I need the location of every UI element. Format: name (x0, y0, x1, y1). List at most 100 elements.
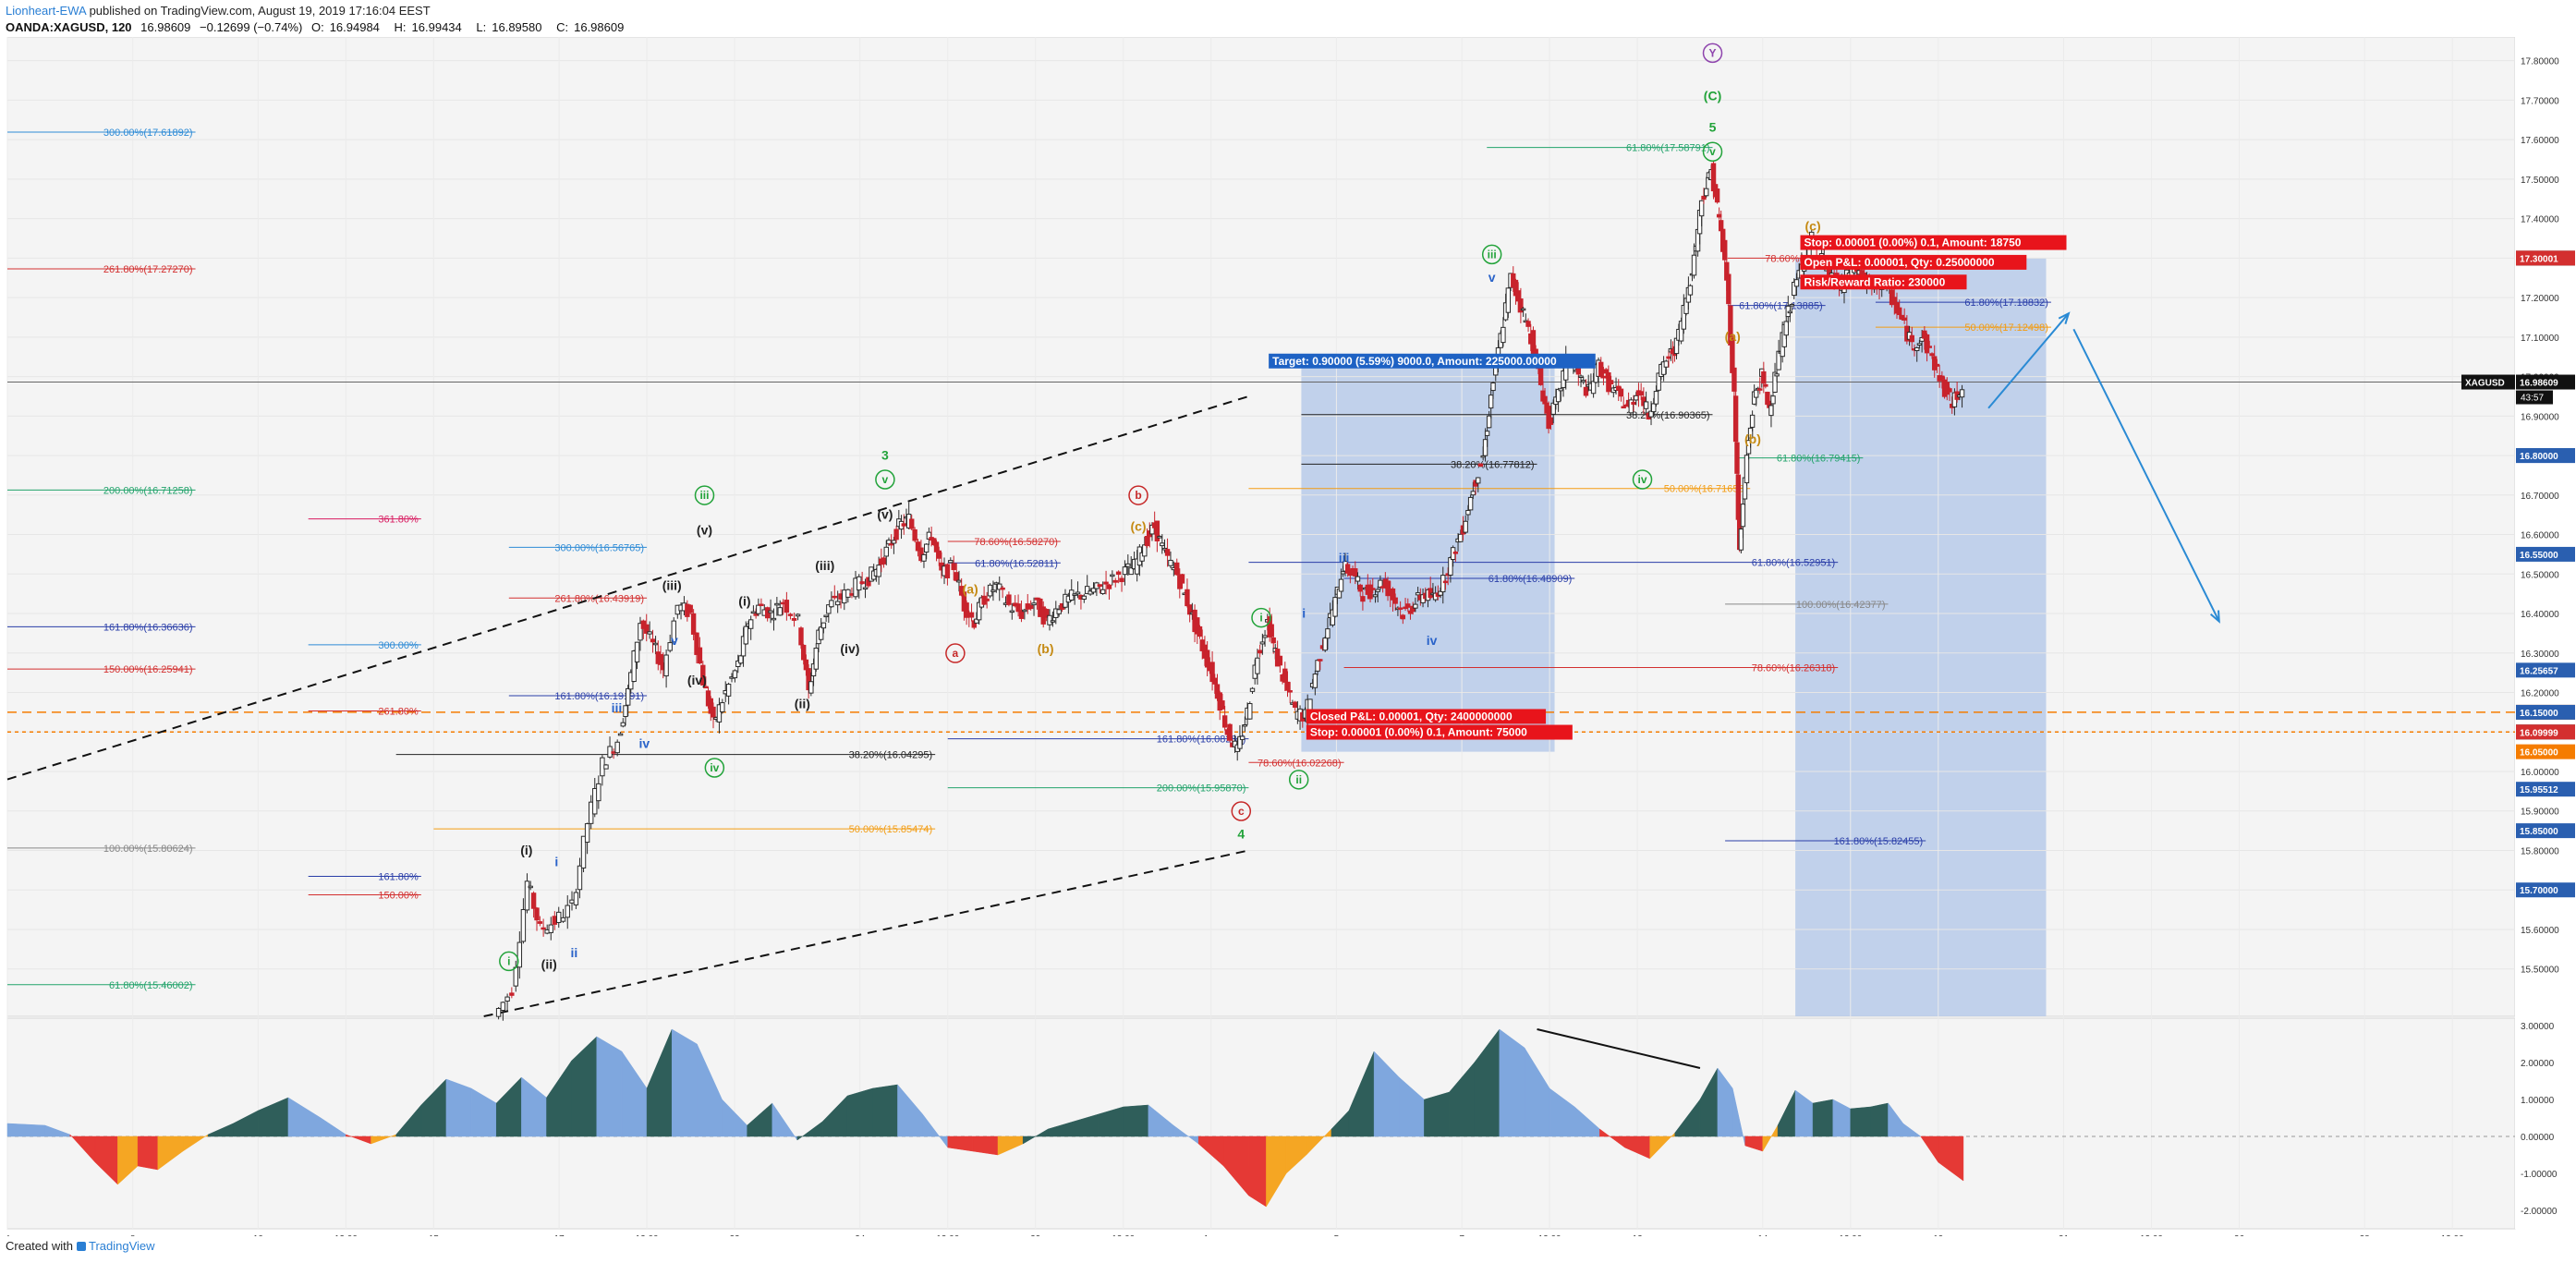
wave-circle (704, 758, 725, 778)
candle-body (1939, 375, 1945, 380)
price-badge-text: 16.55000 (2520, 551, 2558, 561)
price-badge-bg (2516, 882, 2575, 898)
time-axis[interactable]: 4 8 10 12:00 15 17 12:00 22 24 12:00 29 12:00 Aug 5 7 1… (5, 1234, 2464, 1236)
close-value: 16.98609 (574, 20, 625, 34)
last-price: 16.98609 (140, 20, 191, 34)
candle-body (798, 627, 804, 646)
candle-body (1704, 188, 1709, 197)
candle-body (1372, 594, 1379, 598)
candle-body (1413, 603, 1418, 609)
candle-body (1666, 356, 1671, 359)
candle-body (933, 541, 940, 553)
price-tick-label: 16.50000 (2521, 570, 2559, 580)
candle-body (1015, 603, 1021, 613)
candle-body (1103, 581, 1109, 585)
candle-body (1598, 361, 1604, 377)
wave-label: (i) (520, 843, 532, 857)
price-pane[interactable] (6, 37, 2516, 1017)
candle-body (634, 641, 640, 662)
tradingview-link[interactable]: TradingView (88, 1239, 155, 1253)
candle-body (1537, 366, 1544, 385)
candle-body (1909, 334, 1914, 343)
channel-lines (6, 395, 1249, 1017)
fib-level-label: 38.20%(16.04295) (849, 750, 933, 761)
candle-body (997, 583, 1002, 590)
chart-canvas[interactable]: 300.00%(17.61892) 261.80%(17.27270) 200.00… (0, 37, 2576, 1236)
candle-body (1160, 542, 1165, 547)
candle-body (1465, 509, 1471, 516)
author-link[interactable]: Lionheart-EWA (6, 4, 86, 18)
candle-body (756, 604, 761, 614)
candle-body (1603, 369, 1609, 374)
candle-body (823, 614, 829, 618)
oscillator-segment (1850, 1106, 1871, 1137)
time-tick-label: 22 (729, 1234, 740, 1236)
candle-body (1776, 350, 1781, 370)
candle-body (791, 617, 797, 621)
candle-body (1648, 410, 1654, 418)
candle-body (509, 992, 515, 996)
wave-label: iv (710, 761, 719, 774)
wave-label: iv (639, 735, 650, 750)
candle-body (876, 565, 881, 577)
symbol-label[interactable]: OANDA:XAGUSD, 120 (6, 20, 132, 34)
candle-body (738, 655, 744, 664)
candle-body (886, 540, 892, 545)
price-change: −0.12699 (−0.74%) (200, 20, 303, 34)
candle-body (1344, 564, 1351, 574)
oscillator-segment (596, 1036, 623, 1137)
candle-body (912, 528, 917, 541)
candle-body (732, 670, 738, 679)
candle-body (617, 733, 624, 736)
oscillator-segment (445, 1078, 472, 1137)
price-axis-background (2515, 37, 2576, 1229)
candle-body (1237, 735, 1243, 749)
candle-body (1125, 563, 1131, 567)
candle-body (1128, 567, 1134, 576)
position-label-text: Stop: 0.00001 (0.00%) 0.1, Amount: 18750 (1804, 237, 2022, 249)
price-tick-label: 15.90000 (2521, 808, 2559, 818)
candle-body (495, 1007, 502, 1017)
candle-body (750, 611, 757, 614)
oscillator-segment (671, 1028, 698, 1137)
candle-body (1115, 571, 1122, 576)
wave-label: i (507, 954, 510, 967)
price-tick-label: 16.60000 (2521, 531, 2559, 541)
wave-label: (b) (1038, 641, 1054, 656)
price-tick-label: 16.00000 (2521, 768, 2559, 778)
candle-body (1525, 321, 1531, 327)
candle-body (1916, 343, 1923, 346)
candle-body (1947, 388, 1952, 393)
candle-body (888, 542, 894, 546)
projection-arrow-head (2058, 311, 2071, 324)
candle-body (1501, 326, 1506, 344)
candle-body (984, 598, 990, 601)
high-value: 16.99434 (411, 20, 462, 34)
wave-label: c (1238, 805, 1245, 818)
candle-body (1390, 588, 1396, 601)
candle-body (1558, 388, 1564, 392)
candle-body (918, 547, 924, 562)
candle-body (1476, 477, 1481, 484)
candle-body (753, 613, 759, 616)
wave-label: ii (1295, 773, 1302, 786)
candle-body (832, 595, 837, 599)
candle-body (974, 618, 979, 624)
candle-body (926, 531, 932, 540)
low-value: 16.89580 (492, 20, 542, 34)
candle-body (658, 653, 663, 665)
price-axis[interactable]: 17.80000 17.70000 17.60000 17.50000 17.40000… (2461, 37, 2576, 1229)
price-tick-label: 17.10000 (2521, 334, 2559, 344)
fib-level-label: 61.80%(15.46002) (109, 980, 193, 991)
wave-circle (1632, 469, 1653, 490)
wave-circle (499, 951, 519, 972)
price-badge-text: 15.70000 (2520, 886, 2558, 896)
candle-body (1714, 188, 1720, 203)
candle-body (1747, 427, 1754, 439)
candle-body (1618, 388, 1624, 397)
candle-body (1698, 200, 1705, 217)
fib-level-label: 78.60%(16.26318) (1752, 663, 1836, 674)
price-badge-bg (2516, 782, 2575, 797)
candle-body (1792, 282, 1797, 297)
candle-body (716, 704, 723, 723)
